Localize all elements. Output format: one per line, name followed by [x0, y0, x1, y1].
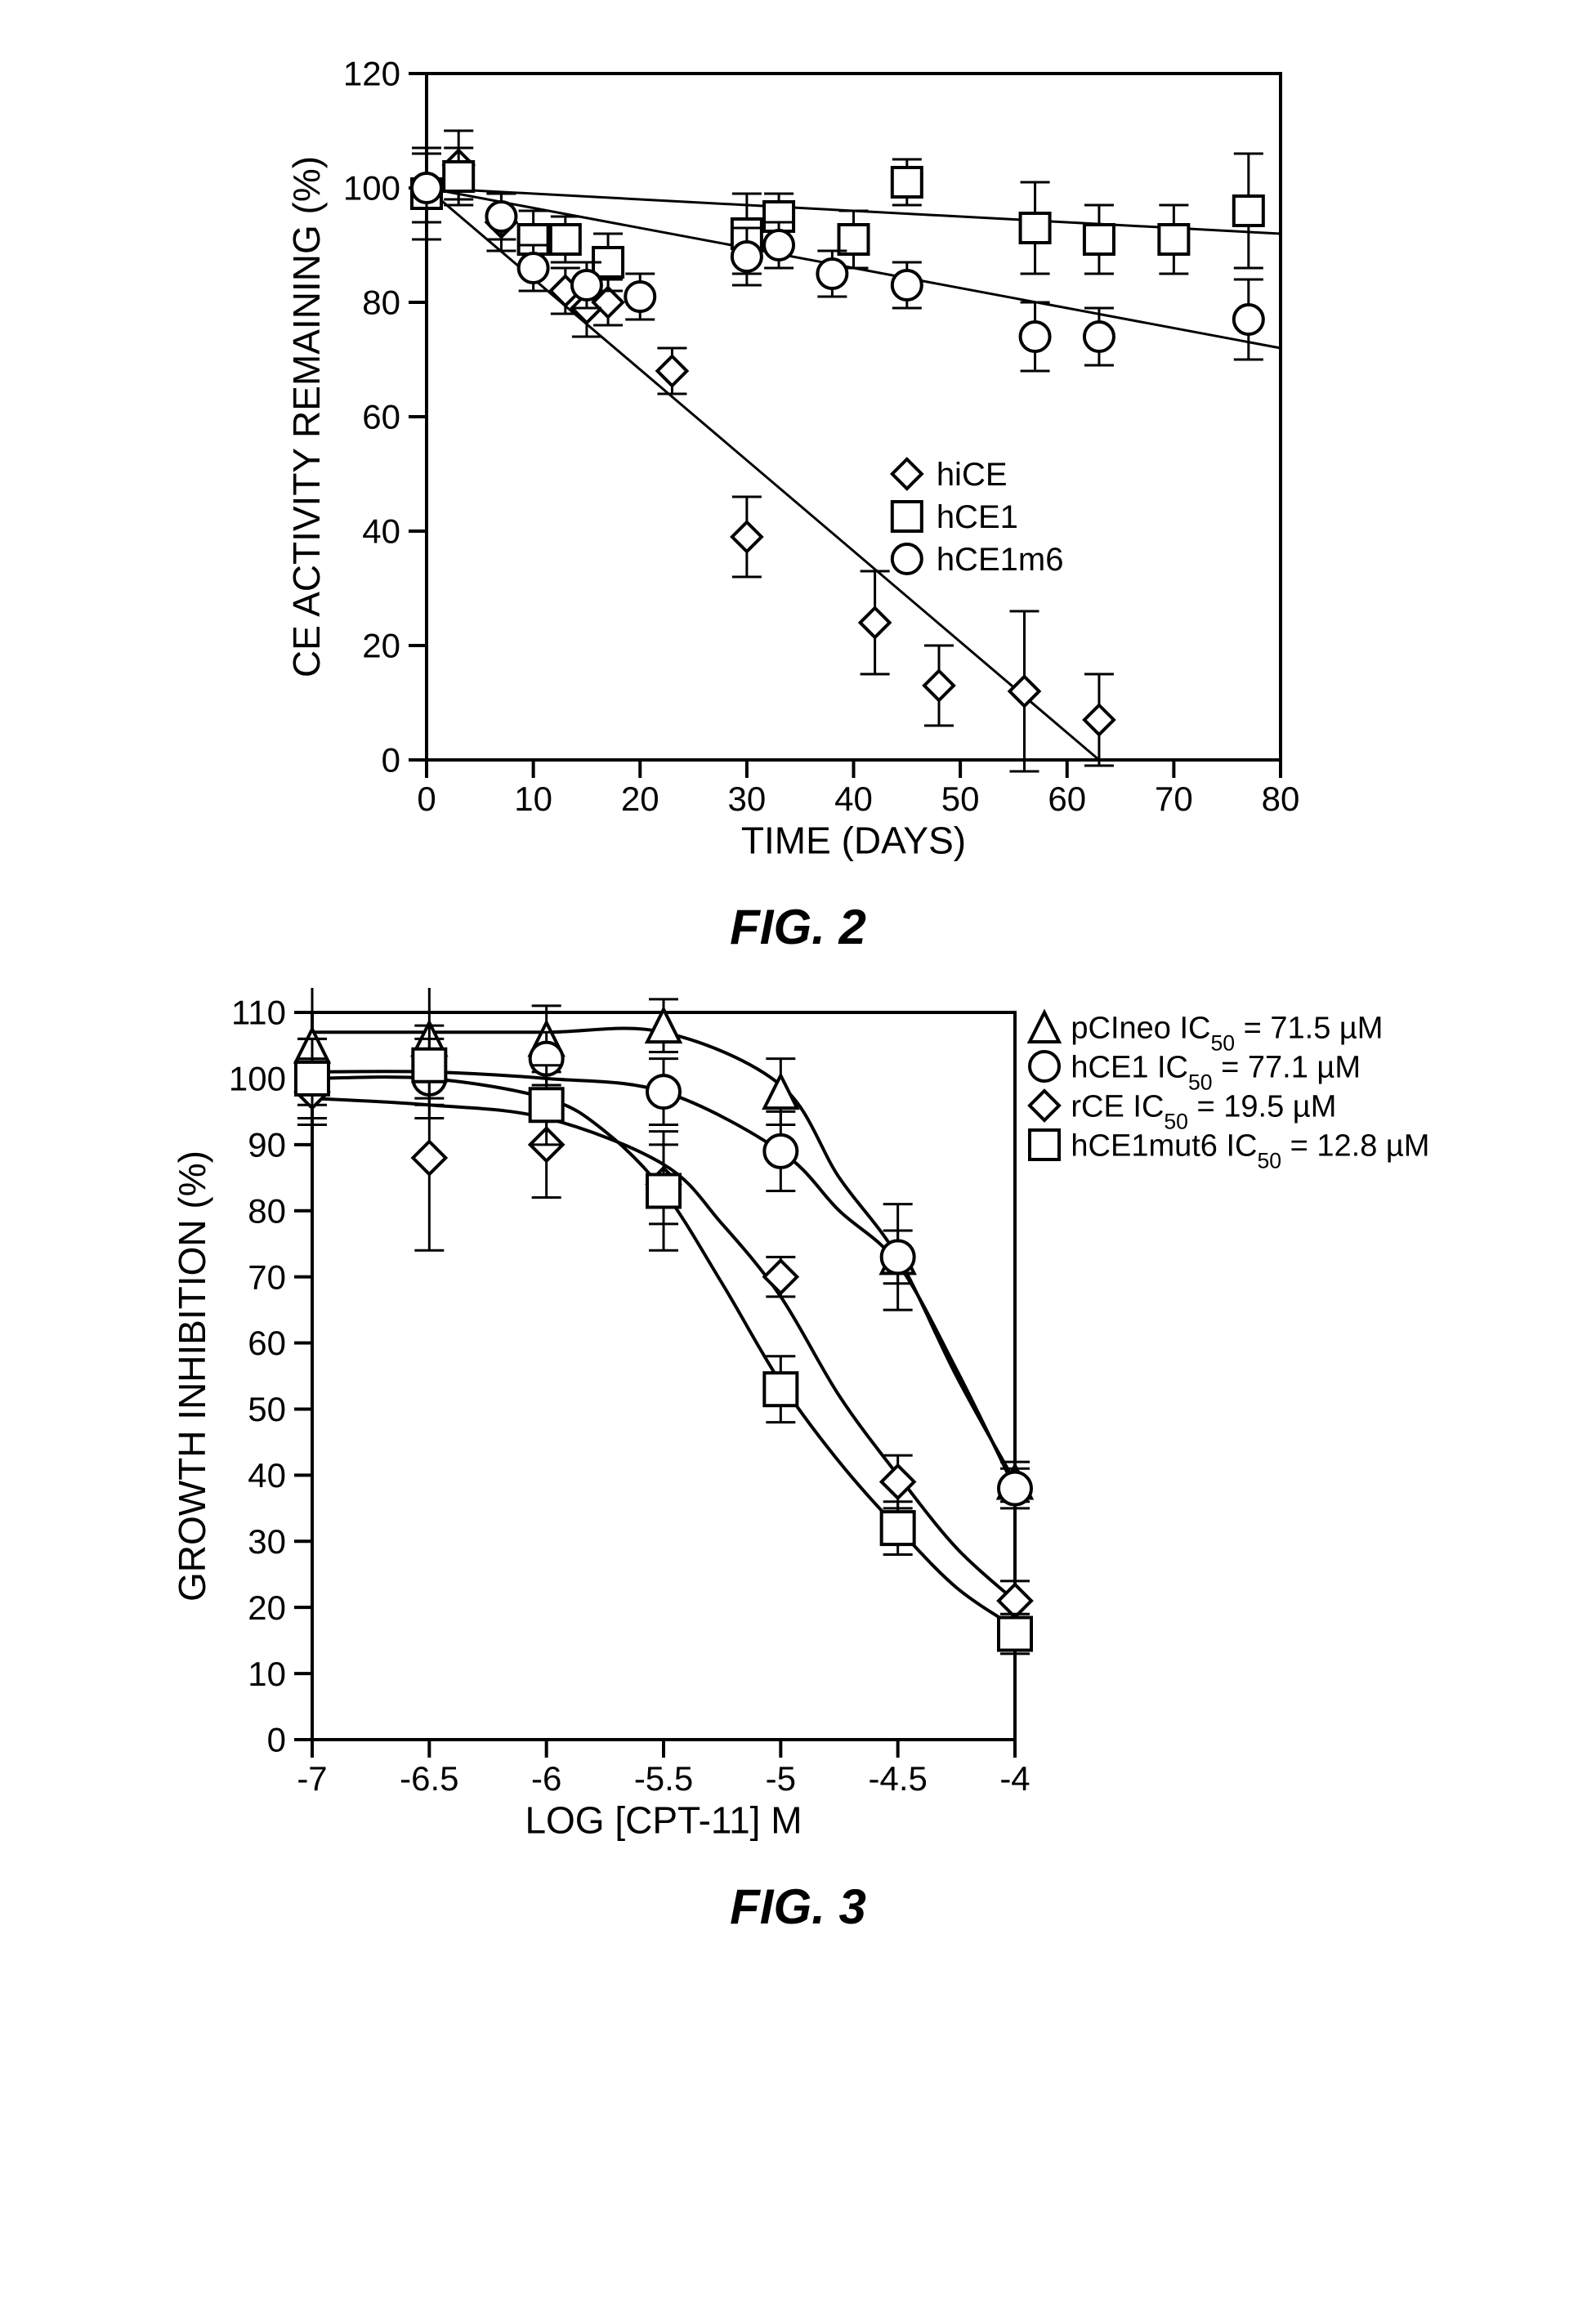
svg-text:30: 30: [248, 1522, 286, 1561]
svg-text:40: 40: [248, 1456, 286, 1495]
svg-text:-6.5: -6.5: [400, 1759, 458, 1798]
svg-text:100: 100: [342, 169, 400, 208]
svg-text:GROWTH INHIBITION (%): GROWTH INHIBITION (%): [170, 1150, 212, 1602]
svg-text:LOG [CPT-11] M: LOG [CPT-11] M: [525, 1798, 802, 1841]
svg-text:110: 110: [231, 994, 286, 1032]
svg-text:120: 120: [342, 55, 400, 93]
figure-2-block: 0 10 20 30 40 50 60 70 80 TIME (DAYS) 0 20 40 60 80 100…: [267, 49, 1330, 955]
svg-text:80: 80: [248, 1191, 286, 1230]
svg-text:0: 0: [381, 741, 400, 780]
svg-text:-6: -6: [530, 1759, 561, 1798]
svg-text:60: 60: [1048, 780, 1086, 818]
figure-2-caption: FIG. 2: [730, 899, 866, 955]
svg-text:70: 70: [248, 1258, 286, 1296]
svg-text:40: 40: [834, 780, 873, 818]
svg-text:-7: -7: [297, 1759, 327, 1798]
svg-text:20: 20: [362, 627, 400, 665]
svg-text:0: 0: [266, 1721, 285, 1759]
svg-text:50: 50: [941, 780, 979, 818]
svg-text:70: 70: [1155, 780, 1193, 818]
svg-text:40: 40: [362, 512, 400, 551]
svg-text:CE ACTIVITY REMAINING (%): CE ACTIVITY REMAINING (%): [284, 156, 327, 677]
svg-text:80: 80: [362, 284, 400, 322]
svg-text:20: 20: [248, 1588, 286, 1627]
svg-text:60: 60: [248, 1324, 286, 1362]
svg-text:10: 10: [248, 1655, 286, 1693]
svg-text:-4.5: -4.5: [868, 1759, 927, 1798]
svg-text:50: 50: [248, 1390, 286, 1428]
svg-text:60: 60: [362, 398, 400, 436]
svg-text:100: 100: [228, 1060, 285, 1098]
svg-text:20: 20: [620, 780, 659, 818]
svg-text:hiCE: hiCE: [936, 457, 1007, 493]
svg-text:80: 80: [1261, 780, 1299, 818]
figure-2-chart: 0 10 20 30 40 50 60 70 80 TIME (DAYS) 0 20 40 60 80 100…: [267, 49, 1330, 891]
svg-text:hCE1m6: hCE1m6: [936, 542, 1063, 578]
figure-3-caption: FIG. 3: [730, 1879, 866, 1935]
svg-text:-5: -5: [765, 1759, 795, 1798]
svg-text:-5.5: -5.5: [633, 1759, 692, 1798]
svg-text:10: 10: [514, 780, 552, 818]
svg-text:0: 0: [417, 780, 436, 818]
svg-text:-4: -4: [999, 1759, 1030, 1798]
svg-text:30: 30: [727, 780, 766, 818]
page: 01020304050607080TIME (DAYS)020406080100…: [0, 0, 1596, 2000]
svg-text:90: 90: [248, 1126, 286, 1164]
svg-text:hCE1: hCE1: [936, 499, 1017, 535]
figure-3-chart: -7 -6.5 -6 -5.5 -5 -4.5 -4 LOG [CPT-11] M 0 10 20 3…: [153, 988, 1444, 1870]
svg-text:TIME (DAYS): TIME (DAYS): [740, 819, 965, 861]
figure-3-block: -7 -6.5 -6 -5.5 -5 -4.5 -4 LOG [CPT-11] M 0 10 20 3…: [153, 988, 1444, 1935]
